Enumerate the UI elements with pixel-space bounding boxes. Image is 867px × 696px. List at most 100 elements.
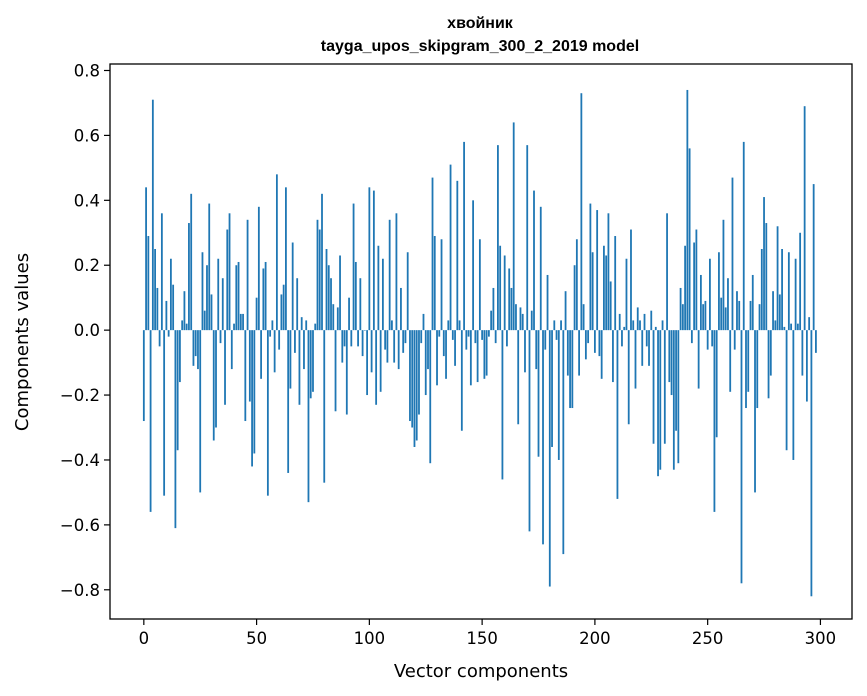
- bar-74: [309, 330, 312, 399]
- bar-279: [772, 291, 774, 331]
- bar-255: [718, 252, 720, 331]
- bar-166: [517, 330, 520, 425]
- bar-144: [467, 330, 470, 337]
- bar-215: [627, 330, 630, 425]
- bar-103: [375, 330, 378, 405]
- bar-136: [449, 164, 452, 331]
- bar-28: [206, 265, 208, 331]
- chart-subtitle: tayga_upos_skipgram_300_2_2019 model: [321, 38, 639, 55]
- bar-47: [248, 330, 251, 402]
- bar-111: [393, 330, 396, 363]
- bar-43: [239, 313, 242, 331]
- bar-140: [458, 320, 461, 331]
- bar-56: [269, 330, 272, 337]
- bar-101: [370, 330, 373, 373]
- bar-76: [314, 323, 317, 331]
- bar-90: [345, 330, 348, 415]
- bar-241: [686, 89, 689, 331]
- bar-15: [176, 330, 179, 451]
- bar-229: [659, 330, 662, 470]
- bar-152: [485, 330, 488, 376]
- bar-114: [400, 287, 402, 331]
- bar-204: [603, 245, 605, 331]
- bar-254: [715, 330, 718, 438]
- bar-156: [494, 330, 497, 344]
- bar-7: [158, 330, 161, 347]
- bar-217: [632, 320, 635, 331]
- bar-290: [796, 323, 799, 331]
- bar-121: [415, 330, 418, 441]
- bar-206: [607, 213, 610, 331]
- bar-20: [188, 223, 190, 331]
- bar-233: [668, 330, 671, 383]
- bar-49: [253, 330, 256, 454]
- bar-249: [704, 300, 707, 331]
- bar-84: [332, 304, 335, 331]
- bar-287: [790, 323, 792, 331]
- bar-245: [695, 229, 698, 331]
- bar-259: [727, 278, 729, 331]
- bars-group: [142, 89, 817, 597]
- bar-291: [799, 232, 802, 331]
- bar-192: [575, 239, 578, 331]
- bar-173: [533, 190, 535, 331]
- bar-78: [318, 229, 321, 331]
- bar-62: [282, 284, 285, 331]
- bar-77: [316, 219, 319, 331]
- bar-24: [197, 330, 199, 370]
- bar-263: [736, 291, 738, 331]
- bar-38: [228, 213, 231, 331]
- bar-284: [783, 326, 786, 331]
- bar-82: [327, 265, 330, 331]
- bar-182: [553, 320, 556, 331]
- y-tick-label: 0.0: [74, 321, 100, 340]
- bar-277: [767, 330, 770, 399]
- bar-85: [334, 330, 337, 412]
- bar-238: [679, 287, 682, 331]
- bar-61: [280, 294, 283, 331]
- bar-209: [614, 236, 617, 331]
- bar-158: [499, 245, 502, 331]
- bar-65: [289, 330, 292, 389]
- bar-196: [584, 330, 587, 360]
- bar-97: [361, 330, 364, 357]
- bar-6: [156, 287, 159, 331]
- bar-104: [377, 245, 380, 331]
- bar-243: [690, 330, 693, 344]
- bar-83: [330, 278, 332, 331]
- bar-123: [420, 330, 423, 344]
- bar-278: [769, 330, 772, 376]
- bar-170: [526, 145, 529, 331]
- bar-12: [169, 258, 172, 331]
- bar-126: [427, 330, 429, 370]
- bar-199: [591, 252, 594, 331]
- bar-162: [508, 268, 511, 331]
- bar-109: [388, 219, 391, 331]
- bar-2: [147, 236, 150, 331]
- bar-59: [275, 174, 278, 331]
- bar-179: [546, 274, 549, 331]
- bar-240: [684, 245, 686, 331]
- bar-151: [483, 330, 486, 379]
- plot-frame: [109, 63, 853, 620]
- bar-102: [372, 190, 375, 331]
- bar-118: [409, 330, 411, 422]
- bar-10: [165, 300, 168, 331]
- x-tick-label: 100: [354, 629, 386, 648]
- bar-53: [262, 268, 265, 331]
- bar-203: [600, 330, 603, 379]
- bar-45: [244, 330, 247, 422]
- bar-135: [447, 320, 450, 331]
- y-tick-label: −0.2: [60, 386, 100, 405]
- bar-96: [359, 278, 362, 331]
- bar-223: [645, 330, 648, 347]
- bar-176: [539, 206, 542, 331]
- bar-234: [670, 330, 673, 396]
- bar-19: [185, 323, 188, 331]
- bar-198: [589, 203, 592, 331]
- y-tick-label: −0.4: [60, 451, 100, 470]
- y-tick-label: 0.6: [74, 126, 100, 145]
- bar-91: [348, 297, 350, 331]
- bar-21: [190, 193, 193, 331]
- bar-34: [219, 330, 222, 344]
